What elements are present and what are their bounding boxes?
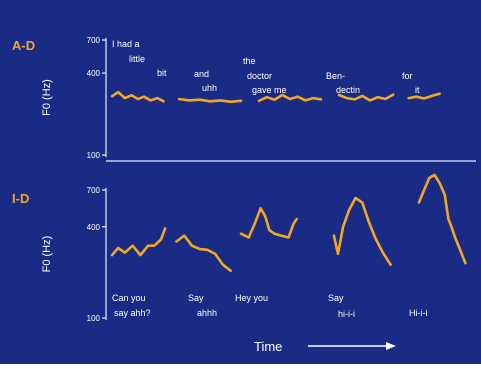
f0-trace bbox=[175, 234, 232, 273]
f0-trace bbox=[110, 90, 165, 103]
word-label: Say bbox=[328, 293, 344, 303]
word-label: the bbox=[243, 56, 256, 66]
word-label: Can you bbox=[112, 293, 146, 303]
f0-trace bbox=[257, 93, 323, 103]
word-label: gave me bbox=[252, 85, 287, 95]
word-label: Ben- bbox=[326, 71, 345, 81]
y-axis-label: F0 (Hz) bbox=[41, 79, 53, 116]
word-label: and bbox=[194, 69, 209, 79]
word-label: uhh bbox=[202, 83, 217, 93]
y-axis-label: F0 (Hz) bbox=[41, 236, 53, 273]
x-axis-label: Time bbox=[254, 339, 282, 354]
word-label: Hi-i-i bbox=[409, 308, 428, 318]
y-tick-label: 400 bbox=[87, 223, 101, 232]
word-label: say ahh? bbox=[114, 308, 151, 318]
word-label: Say bbox=[188, 293, 204, 303]
f0-trace bbox=[337, 93, 395, 102]
f0-trace bbox=[239, 207, 298, 239]
word-label: for bbox=[402, 71, 413, 81]
f0-trace bbox=[332, 196, 392, 266]
y-tick-label: 700 bbox=[87, 186, 101, 195]
word-label: dectin bbox=[336, 85, 360, 95]
y-tick-label: 100 bbox=[87, 151, 101, 160]
y-tick-label: 700 bbox=[87, 36, 101, 45]
word-label: I had a bbox=[112, 39, 140, 49]
y-tick-label: 400 bbox=[87, 69, 101, 78]
word-label: hi-i-i bbox=[338, 309, 355, 319]
word-label: Hey you bbox=[235, 293, 268, 303]
panel-label: I-D bbox=[12, 191, 29, 206]
word-label: it bbox=[415, 85, 420, 95]
f0-trace bbox=[177, 97, 243, 104]
text-layer: 100 400 700 A-D F0 (Hz) I had a little bit and uh… bbox=[12, 36, 428, 354]
axes-layer bbox=[102, 38, 476, 350]
word-label: bit bbox=[157, 68, 167, 78]
f0-trace bbox=[110, 227, 167, 257]
time-arrow-head bbox=[386, 342, 396, 350]
word-label: ahhh bbox=[197, 308, 217, 318]
word-label: little bbox=[129, 54, 145, 64]
y-tick-label: 100 bbox=[87, 314, 101, 323]
panel-label: A-D bbox=[12, 38, 35, 53]
f0-trace bbox=[407, 92, 441, 100]
word-label: doctor bbox=[247, 71, 272, 81]
traces-layer bbox=[110, 90, 467, 273]
f0-trace bbox=[417, 173, 467, 265]
